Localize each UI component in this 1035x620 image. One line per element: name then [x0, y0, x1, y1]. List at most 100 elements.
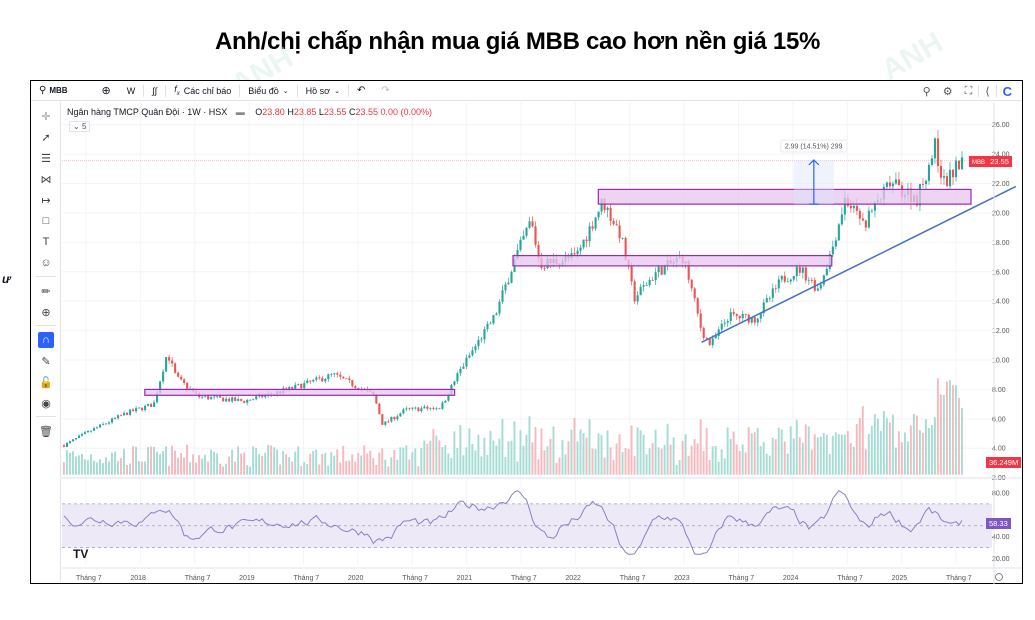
indicators-collapse-button[interactable]: ⌄ 5	[69, 121, 91, 132]
shape-tool[interactable]: □	[38, 213, 54, 229]
chevron-down-icon: ⌄	[334, 87, 340, 95]
redo-icon: ↷	[381, 85, 390, 96]
settings-axis-icon[interactable]	[995, 573, 1003, 581]
price-axis-label: 16.00	[992, 269, 1010, 276]
top-toolbar: ⚲ MBB ⊕ W ∫∫ fx Các chỉ báo Biểu đồ ⌄ Hồ…	[31, 81, 1022, 101]
rsi-tag: 58.33	[986, 518, 1011, 529]
price-axis-label: 22.00	[992, 181, 1010, 188]
toolbar-divider	[143, 84, 145, 97]
logo-button[interactable]: C	[997, 81, 1018, 101]
icon-tool[interactable]: ☺	[38, 255, 54, 271]
gear-icon: ⚙	[942, 85, 953, 98]
ruler-tool[interactable]: ✏	[38, 283, 54, 299]
ruler-icon: ✏	[41, 285, 51, 298]
time-axis-label: Tháng 7	[511, 575, 537, 582]
price-axis-label: 4.00	[992, 446, 1006, 453]
toolbar-divider	[239, 84, 241, 97]
chevron-down-icon: ⌄	[73, 122, 80, 131]
tool-divider	[36, 416, 56, 417]
volume-bars	[62, 378, 963, 475]
share-button[interactable]: ⟨	[979, 81, 995, 101]
time-axis-label: Tháng 7	[946, 575, 972, 582]
time-axis-label: 2019	[239, 575, 255, 582]
crosshair-tool[interactable]: ✛	[38, 108, 54, 124]
lock-icon: 🔓	[39, 376, 53, 389]
magnet-tool[interactable]: ∩	[38, 332, 54, 348]
candles-style-button[interactable]: ∫∫	[144, 81, 165, 100]
text-tool[interactable]: T	[38, 234, 54, 250]
toolbar-right: ⚲ ⚙ ⛶ ⟨ C	[917, 81, 1018, 101]
price-axis-label: 18.00	[992, 240, 1010, 247]
price-axis-label: 6.00	[992, 416, 1006, 423]
chevron-down-icon: ⌄	[282, 87, 289, 95]
trendline-icon: ➚	[41, 131, 51, 144]
time-axis-label: 2020	[348, 575, 364, 582]
chart-canvas[interactable]: 26.00 24.00 22.00 20.00 18.00 16.00 14.00 12.00…	[62, 102, 1022, 584]
symbol-label: MBB	[49, 86, 68, 95]
hide-tool[interactable]: ◉	[38, 395, 54, 411]
tool-divider	[36, 276, 56, 277]
time-axis-label: Tháng 7	[185, 575, 211, 582]
fullscreen-icon: ⛶	[964, 84, 973, 97]
chart-window: ⚲ MBB ⊕ W ∫∫ fx Các chỉ báo Biểu đồ ⌄ Hồ…	[30, 80, 1023, 584]
fullscreen-button[interactable]: ⛶	[959, 81, 979, 101]
time-axis-label: Tháng 7	[729, 575, 755, 582]
time-axis-label: 2022	[565, 575, 581, 582]
stay-drawing-tool[interactable]: ✎	[38, 353, 54, 369]
smiley-icon: ☺	[40, 257, 52, 269]
support-zone[interactable]	[597, 188, 972, 205]
settings-button[interactable]: ⚙	[937, 81, 959, 101]
measure-label: 2.99 (14.51%) 299	[785, 144, 843, 151]
text-icon: T	[42, 236, 50, 248]
legend-dash-icon: ▬	[235, 107, 245, 117]
zoom-in-tool[interactable]: ⊕	[38, 304, 54, 320]
rsi-axis-label: 20.00	[992, 556, 1010, 563]
indicators-button[interactable]: fx Các chỉ báo	[166, 81, 239, 100]
quick-search-button[interactable]: ⚲	[917, 81, 937, 101]
pattern-icon: ⋈	[40, 173, 52, 186]
delete-tool[interactable]: 🗑	[38, 423, 54, 439]
trendline[interactable]	[701, 185, 1017, 344]
volume-tag: 36.249M	[986, 457, 1022, 468]
rsi-line	[63, 490, 963, 555]
price-tag: MBB 23.55	[969, 155, 1012, 167]
candles-icon: ∫∫	[152, 85, 158, 96]
chart-legend: Ngân hàng TMCP Quân Đội · 1W · HSX ▬ O23…	[67, 107, 432, 117]
compare-button[interactable]: ⊕	[94, 81, 119, 100]
search-icon: ⚲	[39, 85, 47, 96]
pattern-tool[interactable]: ⋈	[38, 171, 54, 187]
toolbar-divider	[978, 85, 980, 97]
toolbar-divider	[165, 84, 167, 97]
instrument-name: Ngân hàng TMCP Quân Đội · 1W · HSX	[67, 107, 228, 117]
projection-tool[interactable]: ↦	[38, 192, 54, 208]
trendline-tool[interactable]: ➚	[38, 129, 54, 145]
price-tag-value: 23.55	[990, 156, 1009, 166]
symbol-search-button[interactable]: ⚲ MBB	[31, 81, 76, 100]
chart-type-label: Biểu đồ	[248, 85, 279, 96]
brand-logo-icon: C	[1002, 83, 1012, 99]
chart-type-dropdown[interactable]: Biểu đồ ⌄	[240, 81, 296, 100]
crosshair-icon: ✛	[41, 110, 51, 123]
redo-button[interactable]: ↷	[373, 81, 397, 100]
pencil-lock-icon: ✎	[41, 355, 51, 368]
magnet-icon: ∩	[42, 334, 50, 346]
fib-tool[interactable]: ☰	[38, 150, 54, 166]
toolbar-divider	[995, 85, 997, 97]
zoom-in-icon: ⊕	[41, 306, 51, 319]
profile-dropdown[interactable]: Hồ sơ ⌄	[298, 81, 348, 100]
price-tag-symbol: MBB	[972, 159, 986, 166]
candlesticks	[62, 129, 964, 448]
toolbar-divider	[347, 84, 349, 97]
plus-circle-icon: ⊕	[101, 85, 111, 97]
time-axis-label: Tháng 7	[294, 575, 320, 582]
time-axis-label: 2021	[457, 575, 473, 582]
rsi-axis-label: 40.00	[992, 534, 1010, 541]
rectangle-icon: □	[42, 215, 50, 227]
lock-tool[interactable]: 🔓	[38, 374, 54, 390]
support-zone[interactable]	[512, 254, 833, 267]
undo-button[interactable]: ↶	[349, 81, 373, 100]
time-axis-label: 2024	[783, 575, 799, 582]
time-axis-label: Tháng 7	[76, 575, 102, 582]
interval-button[interactable]: W	[126, 85, 136, 96]
support-zone[interactable]	[144, 388, 456, 396]
